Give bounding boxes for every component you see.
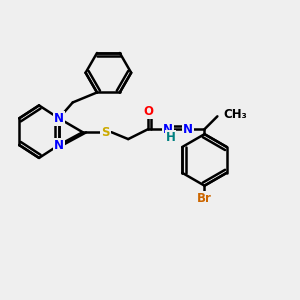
Text: CH₃: CH₃ — [223, 108, 247, 121]
Text: O: O — [143, 105, 153, 118]
Text: Br: Br — [197, 192, 212, 205]
Text: H: H — [166, 130, 176, 144]
Text: N: N — [54, 112, 64, 125]
Text: N: N — [54, 139, 64, 152]
Text: S: S — [101, 126, 110, 139]
Text: N: N — [163, 123, 173, 136]
Text: N: N — [183, 123, 193, 136]
